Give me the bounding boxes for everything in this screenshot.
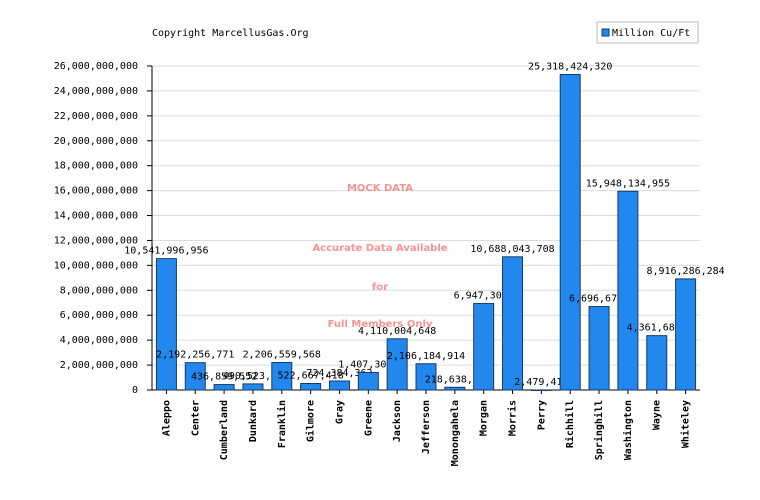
y-tick-label: 12,000,000,000 [54, 235, 138, 246]
y-tick-label: 0 [132, 385, 138, 396]
value-label: 2,206,559,568 [243, 350, 321, 361]
x-tick-label: Springhill [593, 400, 605, 460]
y-tick-label: 18,000,000,000 [54, 161, 138, 172]
x-tick-label: Jackson [392, 400, 403, 442]
bar [300, 382, 322, 391]
bar [502, 256, 524, 391]
x-tick-label: Greene [363, 400, 374, 436]
x-tick-label: Gilmore [305, 400, 317, 442]
watermark: MOCK DATA [347, 183, 413, 194]
x-tick-label: Washington [622, 400, 634, 460]
value-label: 6,947,309, [454, 290, 514, 301]
y-tick-label: 22,000,000,000 [54, 111, 138, 122]
bar [213, 384, 235, 391]
value-label: 2,192,256,771 [156, 350, 234, 361]
value-label: 218,638,07 [425, 374, 485, 385]
y-tick-label: 24,000,000,000 [54, 86, 138, 97]
bar [242, 383, 264, 391]
x-tick-label: Franklin [276, 400, 288, 448]
x-tick-label: Jefferson [421, 400, 432, 454]
y-tick-label: 6,000,000,000 [60, 310, 138, 321]
value-label: 10,541,996,956 [124, 246, 208, 257]
bar [271, 362, 293, 391]
x-tick-label: Whiteley [680, 400, 692, 448]
x-tick-label: Wayne [652, 400, 663, 430]
watermark: Full Members Only [328, 319, 433, 330]
y-tick-label: 20,000,000,000 [54, 136, 138, 147]
bar [473, 302, 495, 391]
bar [357, 371, 379, 391]
value-label: 522,667,418 [278, 370, 344, 381]
value-label: 2,479,412 [514, 377, 568, 388]
value-label: 724,384,362 [306, 368, 372, 379]
x-tick-label: Gray [334, 400, 345, 424]
x-tick-label: Richhill [564, 400, 576, 448]
legend-label: Million Cu/Ft [612, 28, 690, 39]
bar [675, 278, 697, 391]
x-tick-label: Monongahela [450, 400, 461, 466]
x-tick-label: Cumberland [219, 400, 230, 460]
y-tick-label: 8,000,000,000 [60, 285, 138, 296]
legend-swatch [601, 28, 610, 37]
bar [386, 338, 408, 391]
bar [328, 380, 350, 391]
y-tick-label: 4,000,000,000 [60, 335, 138, 346]
value-label: 4,361,688, [627, 323, 687, 334]
value-label: 1,407,303, [338, 359, 398, 370]
bar [588, 306, 610, 391]
value-label: 15,948,134,955 [586, 178, 670, 189]
bar [155, 258, 177, 391]
bar [415, 363, 437, 391]
watermark: for [372, 282, 388, 293]
watermark: Accurate Data Available [312, 243, 447, 254]
y-tick-label: 2,000,000,000 [60, 360, 138, 371]
value-label: 490,523,17 [223, 371, 283, 382]
bar [184, 362, 206, 391]
bar [444, 386, 466, 391]
bar [646, 335, 668, 391]
x-tick-label: Center [190, 400, 201, 436]
y-tick-label: 26,000,000,000 [54, 61, 138, 72]
legend-box [596, 21, 699, 44]
value-label: 6,696,672, [569, 294, 629, 305]
value-label: 25,318,424,320 [528, 61, 612, 72]
y-tick-label: 14,000,000,000 [54, 211, 138, 222]
x-tick-label: Aleppo [161, 400, 172, 436]
y-tick-label: 16,000,000,000 [54, 186, 138, 197]
bar [617, 190, 639, 391]
x-tick-label: Morgan [479, 400, 490, 436]
value-label: 4,110,004,648 [358, 326, 436, 337]
bar [530, 389, 552, 391]
bar [559, 73, 581, 391]
x-tick-label: Morris [507, 400, 519, 436]
chart-title: Copyright MarcellusGas.Org [152, 28, 309, 39]
value-label: 10,688,043,708 [470, 244, 554, 255]
value-label: 2,106,184,914 [387, 351, 465, 362]
x-tick-label: Dunkard [248, 400, 259, 442]
x-tick-label: Perry [536, 400, 547, 430]
value-label: 436,859,552 [191, 372, 257, 383]
value-label: 8,916,286,284 [646, 266, 724, 277]
y-tick-label: 10,000,000,000 [54, 260, 138, 271]
